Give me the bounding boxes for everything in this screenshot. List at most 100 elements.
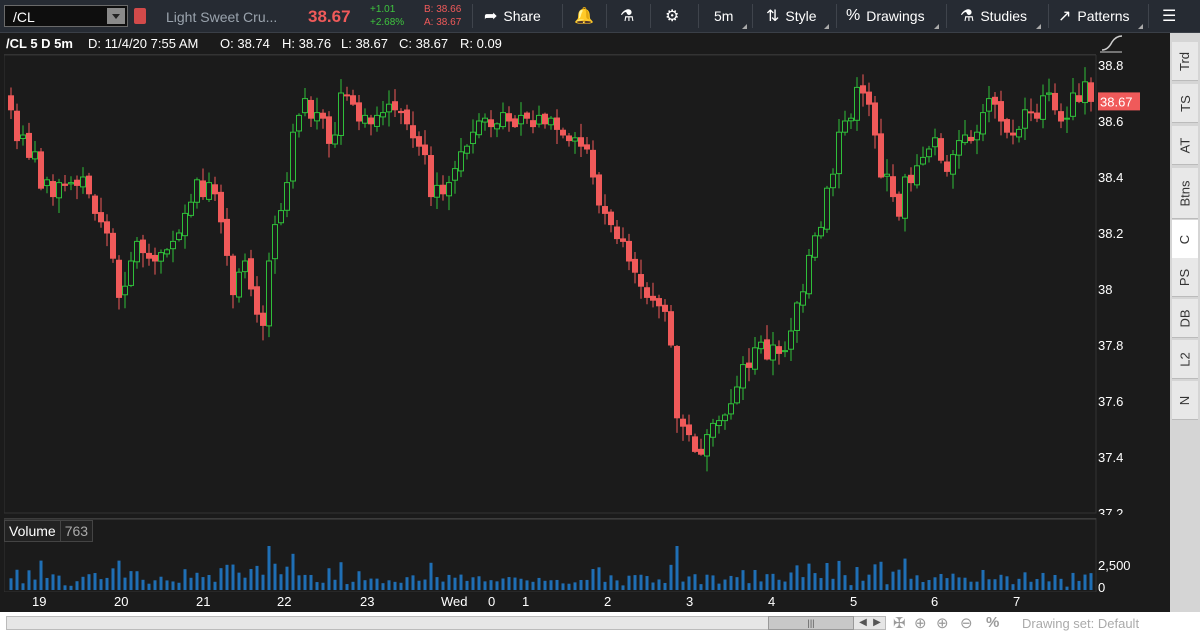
volume-bar bbox=[291, 553, 295, 590]
ask-price: A: 38.67 bbox=[424, 17, 462, 28]
candle-body bbox=[614, 226, 620, 240]
volume-bar bbox=[447, 574, 451, 590]
volume-bar bbox=[63, 585, 67, 590]
volume-tick-0: 0 bbox=[1098, 580, 1105, 592]
candle-body bbox=[236, 271, 242, 298]
zoom-in-icon[interactable]: ⊕ bbox=[936, 615, 949, 632]
candle-body bbox=[362, 114, 368, 124]
candle-body bbox=[422, 144, 428, 156]
candle-body bbox=[344, 94, 350, 97]
link-color-icon[interactable] bbox=[134, 8, 146, 24]
style-button[interactable]: ⇅ Style bbox=[766, 0, 817, 32]
volume-chart[interactable]: 2,500 0 bbox=[4, 518, 1170, 592]
gear-icon: ⚙ bbox=[665, 8, 680, 25]
tab-trd[interactable]: Trd bbox=[1172, 42, 1198, 81]
volume-bar bbox=[375, 578, 379, 590]
candle-body bbox=[764, 339, 770, 360]
drawings-label: Drawings bbox=[866, 8, 925, 24]
candle-body bbox=[470, 131, 476, 145]
candle-body bbox=[260, 312, 266, 326]
settings-button[interactable]: ⚙ bbox=[665, 0, 685, 32]
candle-body bbox=[332, 134, 338, 145]
volume-label: Volume bbox=[9, 523, 56, 539]
share-button[interactable]: ➦ Share bbox=[484, 0, 541, 32]
candle-body bbox=[914, 165, 920, 186]
candle-body bbox=[890, 176, 896, 198]
volume-bar bbox=[15, 569, 19, 590]
candle-body bbox=[92, 195, 98, 214]
scrollbar-thumb[interactable]: ||| bbox=[768, 616, 854, 630]
symbol-dropdown-icon[interactable] bbox=[107, 8, 125, 24]
candle-body bbox=[800, 291, 806, 306]
candle-body bbox=[404, 109, 410, 125]
tab-at[interactable]: AT bbox=[1172, 126, 1198, 165]
scroll-right-icon[interactable]: ▶ bbox=[873, 617, 881, 628]
candle-body bbox=[44, 179, 50, 187]
volume-bar bbox=[165, 580, 169, 590]
candle-body bbox=[566, 135, 572, 142]
volume-bar bbox=[885, 584, 889, 590]
timeframe-button[interactable]: 5m bbox=[714, 0, 733, 32]
candle-body bbox=[152, 254, 158, 262]
tab-l2[interactable]: L2 bbox=[1172, 340, 1198, 379]
volume-bar bbox=[9, 578, 13, 590]
expand-icon[interactable] bbox=[1098, 34, 1126, 54]
volume-bar bbox=[441, 581, 445, 590]
pan-icon[interactable]: ✠ bbox=[893, 615, 906, 632]
tab-ps[interactable]: PS bbox=[1172, 258, 1198, 297]
volume-bar bbox=[891, 571, 895, 590]
alert-button[interactable]: 🔔 bbox=[574, 0, 600, 32]
candle-body bbox=[434, 184, 440, 198]
volume-bar bbox=[177, 582, 181, 590]
style-label: Style bbox=[785, 8, 817, 24]
zoom-out-icon[interactable]: ⊖ bbox=[960, 615, 973, 632]
tab-btns[interactable]: Btns bbox=[1172, 168, 1198, 219]
volume-bar bbox=[261, 574, 265, 590]
volume-bar bbox=[249, 568, 253, 590]
candle-body bbox=[452, 168, 458, 181]
studies-button[interactable]: ⚗ Studies bbox=[960, 0, 1027, 32]
volume-bar bbox=[81, 576, 85, 590]
tab-c[interactable]: C bbox=[1172, 220, 1198, 259]
candle-body bbox=[728, 403, 734, 415]
tab-label: DB bbox=[1177, 308, 1193, 328]
patterns-icon: ↗ bbox=[1058, 8, 1072, 25]
candle-body bbox=[842, 120, 848, 133]
horizontal-scrollbar[interactable] bbox=[6, 616, 886, 630]
volume-bar bbox=[639, 574, 643, 590]
symbol-input[interactable]: /CL bbox=[4, 5, 128, 27]
volume-bar bbox=[579, 580, 583, 590]
drawings-menu-icon bbox=[934, 24, 939, 29]
flask-button[interactable]: ⚗ bbox=[620, 0, 640, 32]
volume-bar bbox=[363, 580, 367, 590]
candle-body bbox=[218, 191, 224, 223]
scroll-left-icon[interactable]: ◀ bbox=[859, 617, 867, 628]
candle-body bbox=[110, 232, 116, 259]
volume-bar bbox=[837, 560, 841, 590]
tab-n[interactable]: N bbox=[1172, 381, 1198, 420]
last-price: 38.67 bbox=[308, 7, 351, 26]
percent-icon[interactable]: % bbox=[986, 614, 1000, 631]
price-chart[interactable]: 38.8 38.6 38.4 38.2 38 37.8 37.6 37.4 37.2 38.67 bbox=[4, 55, 1170, 515]
menu-icon: ☰ bbox=[1162, 8, 1177, 25]
price-tick-label: 37.2 bbox=[1098, 506, 1123, 515]
candle-body bbox=[524, 112, 530, 119]
more-menu-button[interactable]: ☰ bbox=[1162, 0, 1182, 32]
patterns-button[interactable]: ↗ Patterns bbox=[1058, 0, 1130, 32]
volume-bar bbox=[1011, 584, 1015, 590]
volume-bar bbox=[207, 574, 211, 590]
crosshair-icon[interactable]: ⊕ bbox=[914, 615, 927, 632]
candle-body bbox=[554, 117, 560, 130]
candle-body bbox=[956, 140, 962, 156]
volume-bar bbox=[309, 574, 313, 590]
tab-ts[interactable]: TS bbox=[1172, 84, 1198, 123]
volume-bar bbox=[723, 579, 727, 590]
candle-body bbox=[818, 226, 824, 237]
volume-bar bbox=[573, 582, 577, 590]
volume-bar bbox=[423, 579, 427, 590]
candle-body bbox=[440, 184, 446, 195]
studies-label: Studies bbox=[980, 8, 1028, 24]
candle-body bbox=[710, 422, 716, 438]
tab-db[interactable]: DB bbox=[1172, 299, 1198, 338]
drawings-button[interactable]: % Drawings bbox=[846, 0, 925, 32]
